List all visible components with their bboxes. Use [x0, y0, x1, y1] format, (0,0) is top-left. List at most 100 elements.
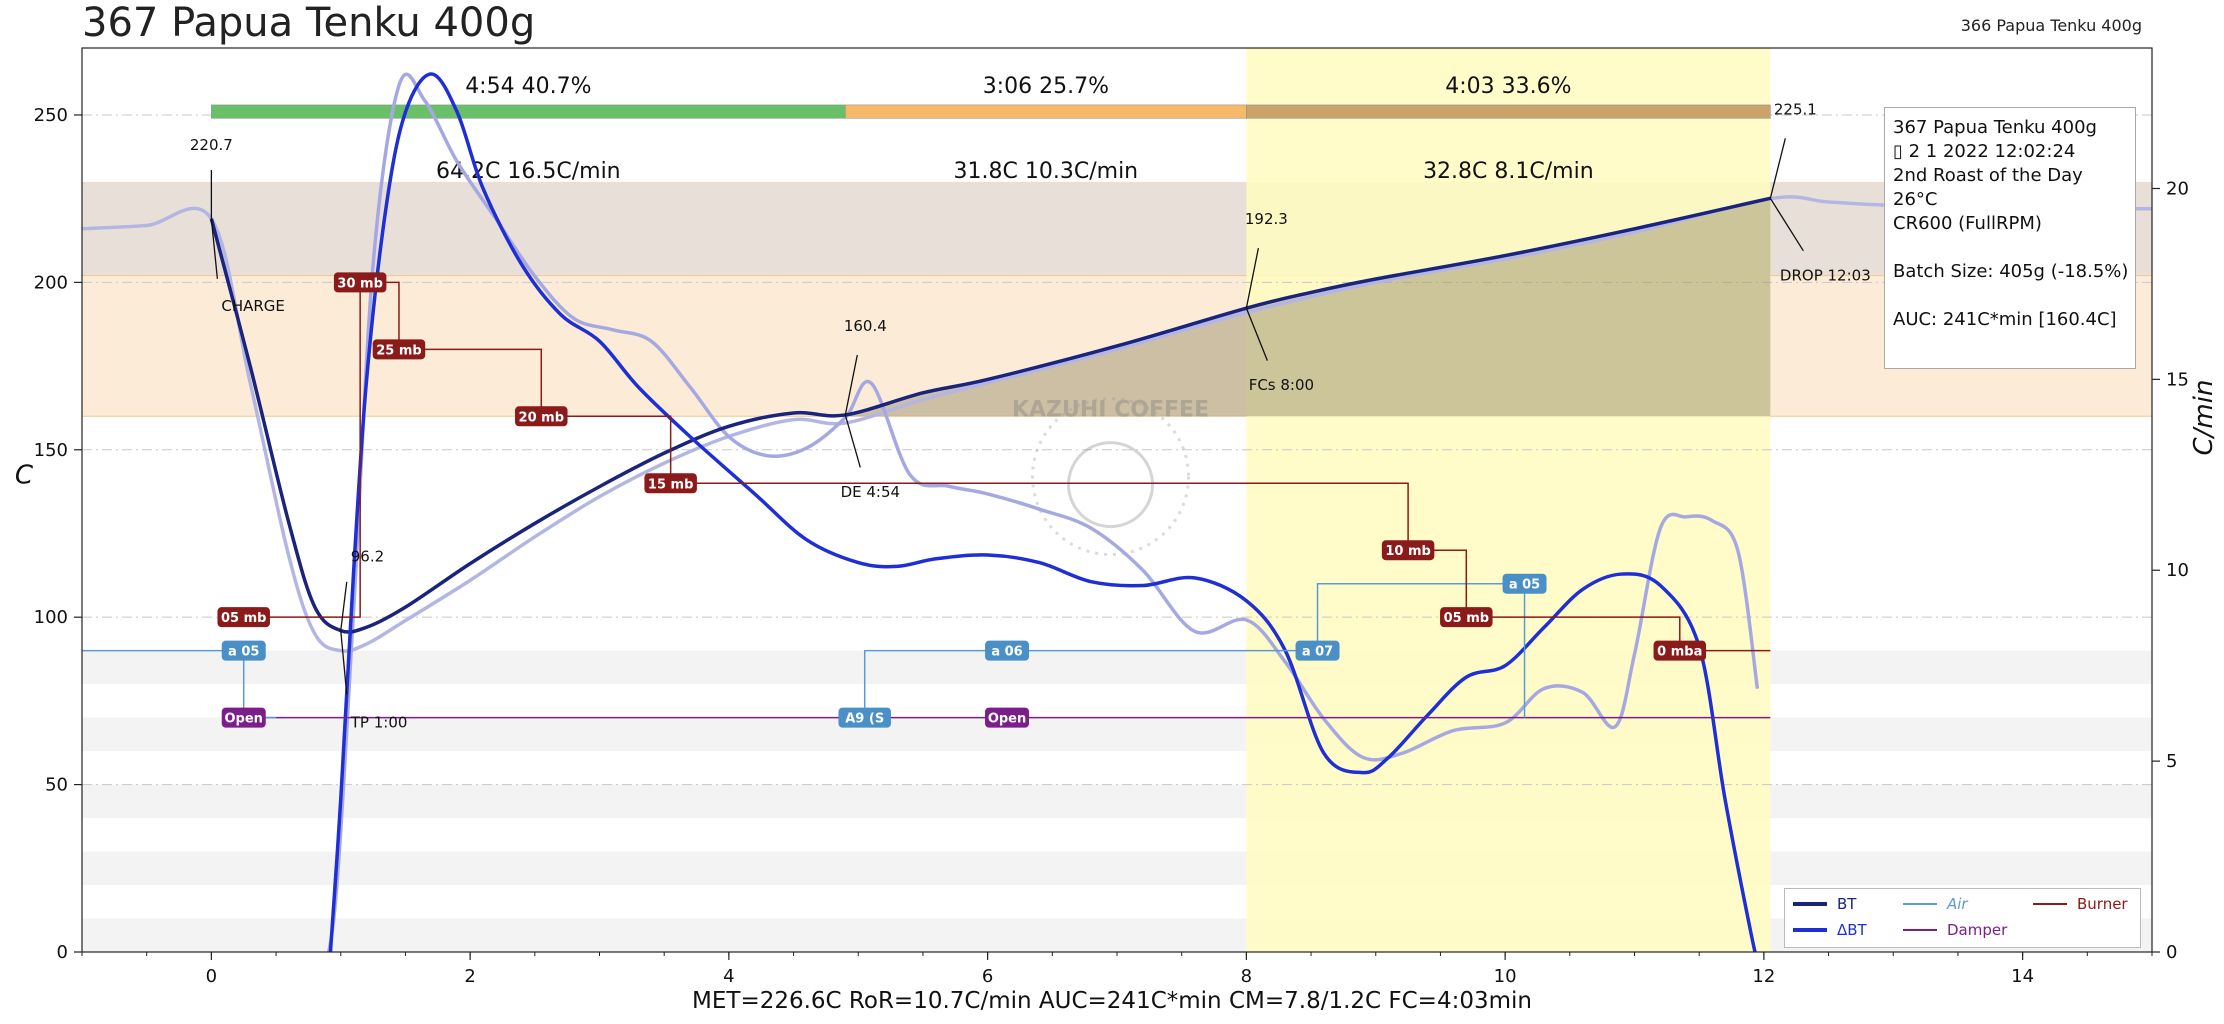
chart-title: 367 Papua Tenku 400g [82, 0, 536, 46]
chart-subtitle: 366 Papua Tenku 400g [1960, 16, 2142, 35]
annotation-label: FCs 8:00 [1249, 376, 1314, 394]
event-label-box [333, 272, 387, 293]
series-bg-bt-line [82, 195, 2152, 653]
legend-swatch-delta-bt [1793, 928, 1827, 932]
event-label-text: a 05 [228, 645, 259, 660]
event-label-text: 15 mb [648, 477, 693, 492]
annotation-label: 220.7 [190, 136, 233, 154]
event-label-box [1381, 540, 1435, 561]
annotation-leader [340, 630, 348, 695]
x-tick-label: 12 [1752, 966, 1775, 987]
annotation-leader [844, 414, 861, 468]
info-line [1893, 284, 2127, 308]
annotation-label: CHARGE [221, 297, 285, 315]
phase-label: 4:54 40.7% [465, 74, 591, 99]
phase-sub-label: 32.8C 8.1C/min [1423, 159, 1594, 184]
x-tick-label: 2 [464, 966, 475, 987]
event-label-text: Open [988, 712, 1026, 727]
grid-stripe [82, 851, 2152, 886]
event-label-text: A9 (S [845, 712, 884, 727]
legend-swatch-bt [1793, 902, 1827, 906]
air-event-line [863, 582, 1526, 718]
info-line: 2nd Roast of the Day [1893, 165, 2083, 186]
x-tick-label: 8 [1241, 966, 1252, 987]
annotation-label: 192.3 [1245, 210, 1288, 228]
event-label-text: 0 mba [1657, 645, 1702, 660]
watermark-face [1067, 441, 1155, 529]
y-tick-label: 250 [34, 105, 68, 126]
roast-info-box: 367 Papua Tenku 400g ▯ 2 1 2022 12:02:24 2… [1884, 107, 2136, 369]
event-label-box [985, 640, 1030, 661]
info-line [1893, 236, 2127, 260]
annotation-leader [340, 581, 348, 631]
annotation-leader [1245, 307, 1268, 361]
event-label-text: 25 mb [376, 343, 421, 358]
info-line: CR600 (FullRPM) [1893, 213, 2042, 234]
event-label-text: 30 mb [337, 276, 382, 291]
event-label-box [1295, 640, 1340, 661]
phase-bar [211, 104, 846, 119]
chart-legend: BT ΔBT Air Damper Burner [1784, 888, 2141, 948]
event-label-box [1440, 607, 1493, 628]
event-label-box [221, 707, 266, 728]
event-label-text: a 06 [991, 645, 1022, 660]
event-label-box [985, 707, 1030, 728]
y2-tick-label: 20 [2166, 178, 2189, 199]
event-label-text: a 07 [1302, 645, 1333, 660]
series-bt-line [209, 196, 1771, 634]
event-label-box [372, 339, 426, 360]
annotation-label: DROP 12:03 [1780, 266, 1871, 284]
phase-sub-label: 31.8C 10.3C/min [954, 159, 1139, 184]
development-highlight [1246, 48, 1771, 952]
info-line: ▯ 2 1 2022 12:02:24 [1893, 141, 2076, 162]
series-bg-delta-bt-line [326, 72, 1760, 952]
event-label-box [838, 707, 891, 728]
annotation-leader [844, 354, 858, 416]
legend-label-air: Air [1947, 895, 1968, 913]
grid-stripe [82, 650, 2152, 685]
annotation-leader [1245, 248, 1260, 309]
event-label-box [217, 607, 270, 628]
event-label-box [515, 406, 568, 427]
info-line: 367 Papua Tenku 400g [1893, 117, 2097, 138]
annotation-label: 160.4 [844, 317, 887, 335]
y-tick-label: 100 [34, 607, 68, 628]
annotation-leader [1769, 197, 1804, 252]
event-label-text: 05 mb [221, 611, 266, 626]
legend-swatch-damper [1903, 929, 1937, 931]
legend-item-burner: Burner [2033, 895, 2128, 913]
info-line: 26°C [1893, 189, 1938, 210]
legend-item-damper: Damper [1903, 921, 2007, 939]
event-label-box [1653, 640, 1707, 661]
legend-item-bt: BT [1793, 895, 1856, 913]
legend-swatch-air [1903, 903, 1937, 905]
annotation-leader [210, 218, 219, 279]
phase-label: 4:03 33.6% [1445, 74, 1571, 99]
y2-tick-label: 15 [2166, 369, 2189, 390]
y2-tick-label: 5 [2166, 751, 2177, 772]
chart-footer-stats: MET=226.6C RoR=10.7C/min AUC=241C*min CM… [692, 988, 1532, 1014]
watermark-logo: KAZUHI COFFEE [1012, 397, 1209, 557]
y2-axis-title: C/min [2189, 380, 2219, 456]
event-label-text: Open [225, 712, 263, 727]
y-tick-label: 0 [57, 942, 68, 963]
info-line: Batch Size: 405g (-18.5%) [1893, 261, 2129, 282]
event-label-text: 10 mb [1385, 544, 1430, 559]
event-label-text: 20 mb [519, 410, 564, 425]
phase-label: 3:06 25.7% [983, 74, 1109, 99]
watermark-ring [1031, 397, 1191, 557]
event-label-box [221, 640, 266, 661]
annotation-label: TP 1:00 [350, 714, 408, 732]
watermark-text: KAZUHI COFFEE [1012, 398, 1209, 423]
annotation-leader [1769, 138, 1786, 199]
y-axis-title: C [15, 460, 34, 490]
y-tick-label: 150 [34, 440, 68, 461]
annotation-label: DE 4:54 [841, 483, 900, 501]
legend-item-air: Air [1903, 895, 1968, 913]
info-line: AUC: 241C*min [160.4C] [1893, 309, 2117, 330]
x-tick-label: 10 [1494, 966, 1517, 987]
y2-tick-label: 0 [2166, 942, 2177, 963]
legend-label-burner: Burner [2077, 895, 2128, 913]
event-label-box [644, 473, 697, 494]
